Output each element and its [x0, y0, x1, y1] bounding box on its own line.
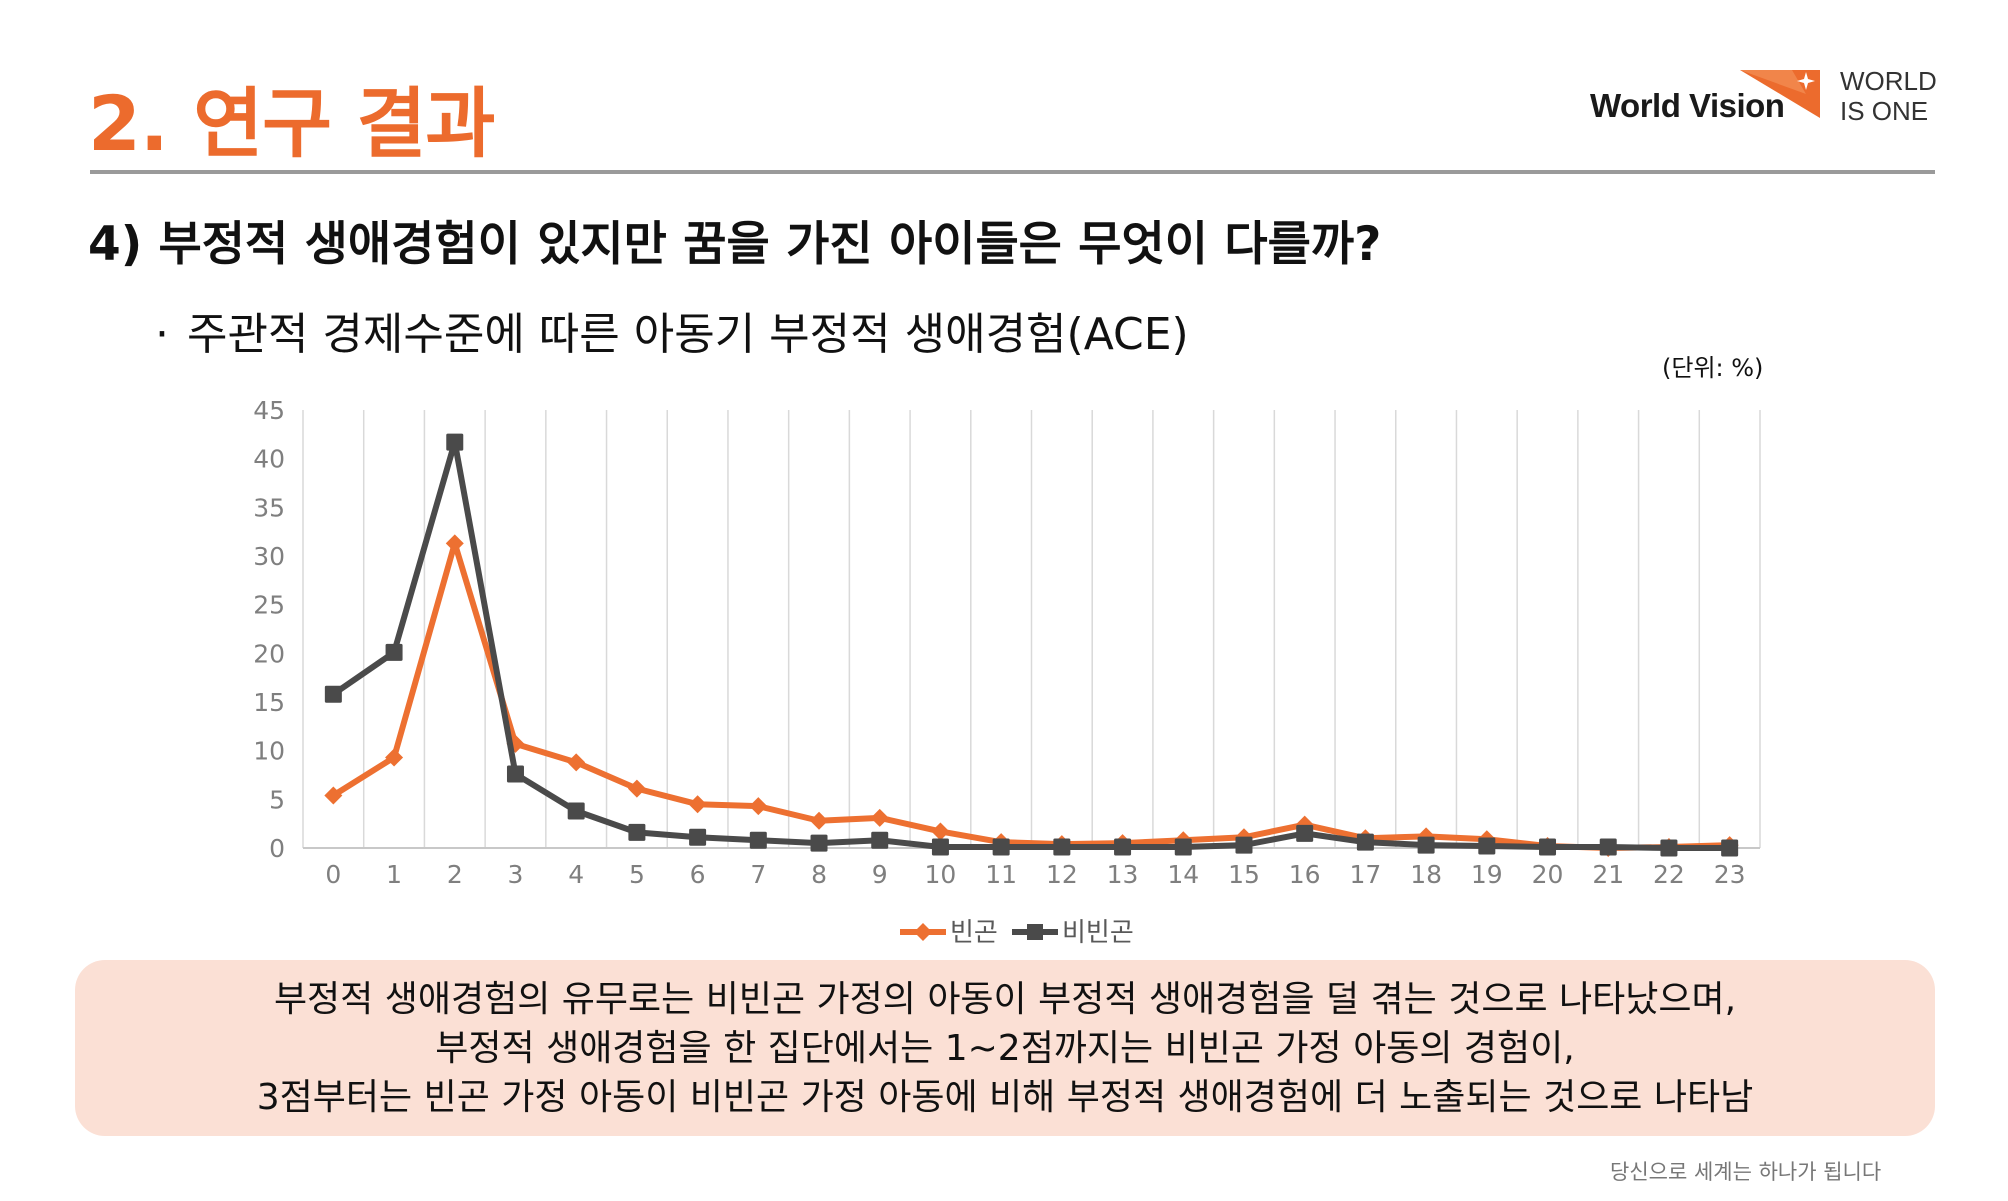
star-flag-icon — [1740, 70, 1820, 118]
logo-brand-text: World Vision — [1590, 87, 1785, 124]
world-vision-logo: World Vision WORLD IS ONE — [1590, 66, 1950, 136]
data-point-nonpoor — [1660, 839, 1678, 857]
x-tick-label: 17 — [1349, 860, 1381, 889]
y-tick-label: 15 — [253, 688, 285, 717]
y-tick-label: 45 — [253, 396, 285, 425]
legend-label: 비빈곤 — [1062, 918, 1134, 948]
y-tick-label: 25 — [253, 591, 285, 620]
y-tick-label: 35 — [253, 493, 285, 522]
x-tick-label: 19 — [1471, 860, 1503, 889]
data-point-nonpoor — [871, 831, 889, 849]
x-tick-label: 11 — [985, 860, 1017, 889]
x-tick-label: 14 — [1167, 860, 1199, 889]
data-point-nonpoor — [446, 433, 464, 451]
x-tick-label: 6 — [690, 860, 706, 889]
subtitle-bullet: · — [155, 309, 169, 360]
data-point-poor — [445, 534, 464, 553]
x-tick-label: 1 — [386, 860, 402, 889]
y-tick-label: 40 — [253, 445, 285, 474]
summary-line-2: 부정적 생애경험을 한 집단에서는 1~2점까지는 비빈곤 가정 아동의 경험이… — [435, 1027, 1575, 1069]
x-tick-label: 5 — [629, 860, 645, 889]
question-heading: 4) 부정적 생애경험이 있지만 꿈을 가진 아이들은 무엇이 다를까? — [88, 217, 1382, 272]
data-point-poor — [931, 822, 950, 841]
data-point-poor — [810, 811, 829, 830]
x-tick-label: 20 — [1532, 860, 1564, 889]
logo-tagline-line1: WORLD — [1840, 66, 1937, 96]
data-point-poor — [627, 779, 646, 798]
x-tick-label: 3 — [508, 860, 524, 889]
chart-subtitle: · 주관적 경제수준에 따른 아동기 부정적 생애경험(ACE) — [155, 298, 1189, 362]
x-tick-label: 15 — [1228, 860, 1260, 889]
x-tick-label: 9 — [872, 860, 888, 889]
data-point-nonpoor — [1356, 833, 1374, 851]
data-point-nonpoor — [628, 823, 646, 841]
header-divider — [90, 170, 1935, 174]
data-point-nonpoor — [1417, 836, 1435, 854]
y-tick-label: 20 — [253, 639, 285, 668]
series-line-nonpoor — [330, 439, 1733, 851]
section-title: 2. 연구 결과 — [88, 79, 495, 168]
data-point-nonpoor — [1478, 837, 1496, 855]
data-point-nonpoor — [324, 685, 342, 703]
logo-tagline: WORLD IS ONE — [1840, 66, 1937, 126]
y-tick-label: 30 — [253, 542, 285, 571]
x-tick-label: 4 — [568, 860, 584, 889]
data-point-nonpoor — [567, 802, 585, 820]
y-tick-label: 5 — [269, 785, 285, 814]
summary-box: 부정적 생애경험의 유무로는 비빈곤 가정의 아동이 부정적 생애경험을 덜 겪… — [75, 960, 1935, 1136]
data-point-nonpoor — [931, 838, 949, 856]
data-point-nonpoor — [1053, 838, 1071, 856]
x-tick-label: 7 — [750, 860, 766, 889]
data-point-nonpoor — [385, 643, 403, 661]
data-point-nonpoor — [810, 834, 828, 852]
x-tick-label: 21 — [1592, 860, 1624, 889]
data-point-poor — [324, 786, 343, 805]
data-point-poor — [870, 808, 889, 827]
legend-marker — [1027, 924, 1043, 940]
x-tick-label: 23 — [1714, 860, 1746, 889]
x-tick-label: 8 — [811, 860, 827, 889]
data-point-nonpoor — [1296, 824, 1314, 842]
subtitle-text: 주관적 경제수준에 따른 아동기 부정적 생애경험(ACE) — [187, 309, 1189, 360]
data-point-nonpoor — [1599, 838, 1617, 856]
logo-tagline-line2: IS ONE — [1840, 96, 1929, 126]
data-point-nonpoor — [506, 765, 524, 783]
data-point-poor — [688, 795, 707, 814]
x-tick-label: 18 — [1410, 860, 1442, 889]
x-tick-label: 16 — [1289, 860, 1321, 889]
legend-marker — [914, 923, 932, 941]
y-tick-label: 10 — [253, 737, 285, 766]
series-line-poor — [330, 540, 1733, 851]
unit-note: (단위: %) — [1662, 354, 1764, 382]
data-point-nonpoor — [1721, 839, 1739, 857]
data-point-nonpoor — [1539, 838, 1557, 856]
data-point-nonpoor — [689, 828, 707, 846]
data-point-poor — [749, 797, 768, 816]
legend-label: 빈곤 — [950, 918, 998, 948]
data-point-poor — [385, 748, 404, 767]
summary-line-1: 부정적 생애경험의 유무로는 비빈곤 가정의 아동이 부정적 생애경험을 덜 겪… — [273, 978, 1737, 1020]
data-point-nonpoor — [1174, 838, 1192, 856]
summary-line-3: 3점부터는 빈곤 가정 아동이 비빈곤 가정 아동에 비해 부정적 생애경험에 … — [256, 1076, 1754, 1118]
y-tick-label: 0 — [269, 834, 285, 863]
data-point-nonpoor — [1235, 836, 1253, 854]
data-point-poor — [567, 753, 586, 772]
data-point-nonpoor — [992, 838, 1010, 856]
footer-slogan: 당신으로 세계는 하나가 됩니다 — [1610, 1160, 1882, 1184]
data-point-poor — [506, 734, 525, 753]
x-tick-label: 0 — [325, 860, 341, 889]
x-tick-label: 13 — [1107, 860, 1139, 889]
x-tick-label: 22 — [1653, 860, 1685, 889]
data-point-nonpoor — [1114, 838, 1132, 856]
x-tick-label: 2 — [447, 860, 463, 889]
x-tick-label: 10 — [925, 860, 957, 889]
data-point-nonpoor — [749, 831, 767, 849]
x-tick-label: 12 — [1046, 860, 1078, 889]
